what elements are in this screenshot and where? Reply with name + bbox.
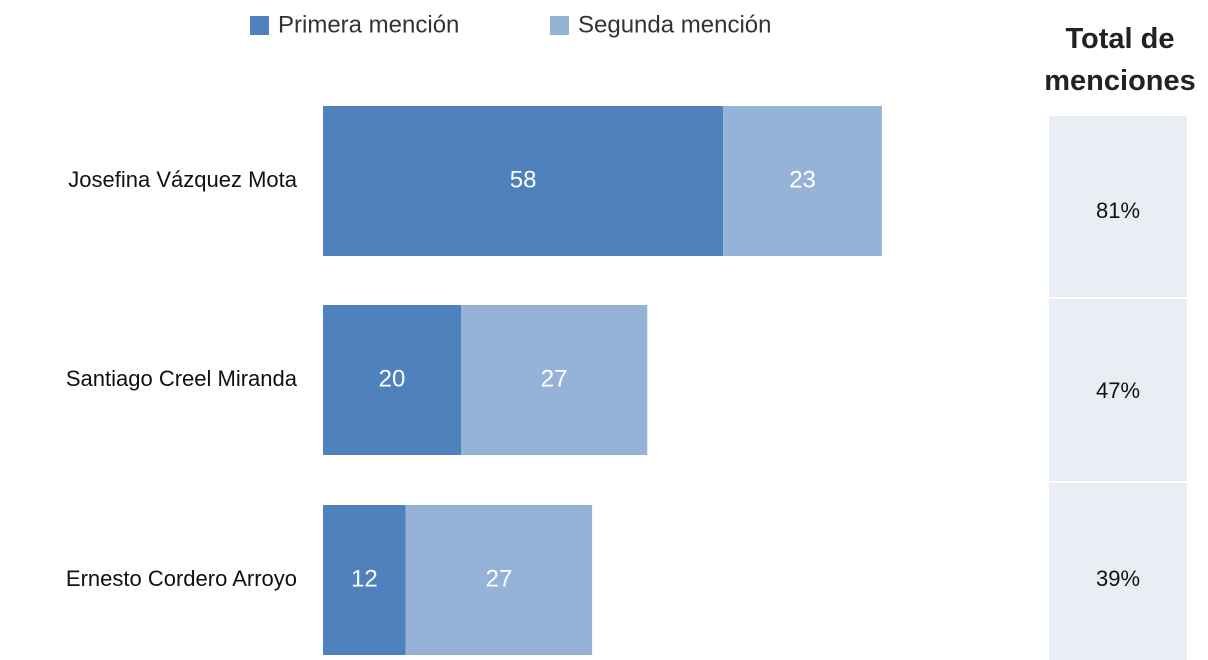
data-label: 23: [789, 166, 816, 193]
bar-segment: [461, 305, 648, 455]
legend-label: Segunda mención: [578, 11, 771, 38]
category-label: Santiago Creel Miranda: [66, 366, 298, 391]
bar-segment: [405, 505, 593, 655]
data-label: 27: [486, 565, 513, 592]
data-label: 27: [541, 365, 568, 392]
total-cell: [1049, 299, 1187, 481]
bar-segment: [323, 505, 406, 655]
total-cell: [1049, 483, 1187, 660]
totals-title: Total de menciones: [1044, 23, 1196, 97]
total-cell: [1049, 116, 1187, 297]
data-label: 12: [351, 565, 378, 592]
bar-segment: [323, 305, 461, 455]
total-label: 39%: [1096, 566, 1140, 591]
legend-swatch: [550, 16, 569, 35]
bar-segment: [323, 106, 724, 256]
total-label: 47%: [1096, 378, 1140, 403]
bar-segment: [723, 106, 882, 256]
legend-label: Primera mención: [278, 11, 459, 38]
category-label: Josefina Vázquez Mota: [68, 167, 297, 192]
data-label: 58: [510, 166, 537, 193]
category-label: Ernesto Cordero Arroyo: [66, 566, 297, 591]
data-label: 20: [379, 365, 406, 392]
legend-swatch: [250, 16, 269, 35]
total-label: 81%: [1096, 198, 1140, 223]
